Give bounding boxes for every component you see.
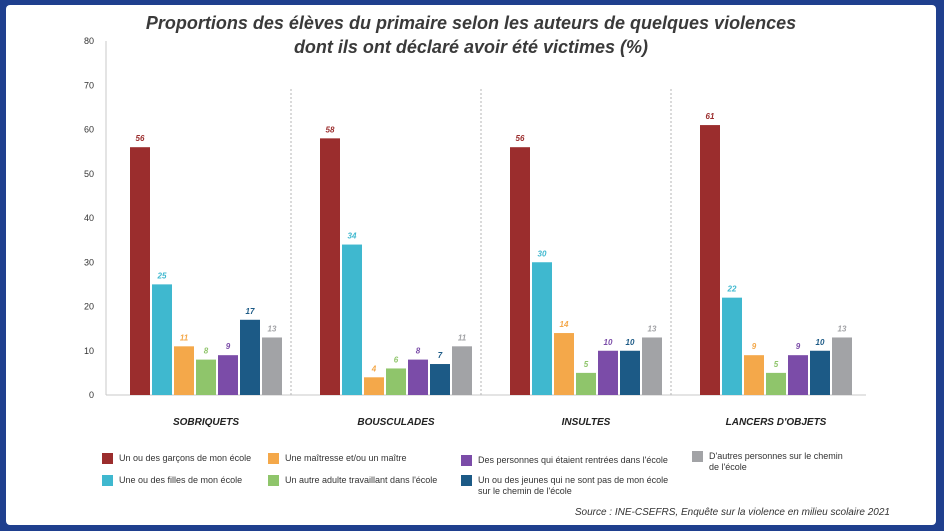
data-label: 10 bbox=[816, 338, 825, 347]
bar bbox=[364, 377, 384, 395]
data-label: 4 bbox=[371, 364, 377, 373]
bar bbox=[174, 346, 194, 395]
data-label: 11 bbox=[458, 333, 467, 342]
data-label: 25 bbox=[157, 271, 167, 280]
legend-label: Un ou des garçons de mon école bbox=[119, 453, 252, 463]
bar bbox=[576, 372, 596, 395]
data-label: 56 bbox=[516, 134, 525, 143]
legend-item: Un ou des garçons de mon école bbox=[102, 453, 262, 464]
chart-title-line-2: dont ils ont déclaré avoir été victimes … bbox=[293, 37, 649, 57]
legend-swatch bbox=[461, 475, 472, 486]
legend-item: Une ou des filles de mon école bbox=[102, 475, 262, 486]
category-label: BOUSCULADES bbox=[357, 417, 435, 428]
category-label: INSULTES bbox=[562, 417, 611, 428]
bar bbox=[430, 364, 450, 395]
legend-label: Un ou des jeunes qui ne sont pas de mon … bbox=[478, 475, 669, 496]
data-label: 9 bbox=[796, 342, 801, 351]
bar bbox=[218, 355, 238, 395]
data-label: 11 bbox=[180, 333, 189, 342]
data-label: 6 bbox=[394, 355, 399, 364]
bar bbox=[554, 333, 574, 395]
legend-item: Des personnes qui étaient rentrées dans … bbox=[461, 455, 676, 466]
bar bbox=[262, 337, 282, 395]
legend-swatch bbox=[102, 453, 113, 464]
bar bbox=[452, 346, 472, 395]
bar bbox=[642, 337, 662, 395]
bar bbox=[700, 125, 720, 395]
chart-frame: Proportions des élèves du primaire selon… bbox=[6, 5, 936, 525]
legend-swatch bbox=[461, 455, 472, 466]
y-tick-label: 80 bbox=[84, 36, 94, 46]
data-label: 9 bbox=[752, 342, 757, 351]
bar bbox=[130, 147, 150, 395]
legend-swatch bbox=[268, 475, 279, 486]
bar bbox=[532, 262, 552, 395]
legend-label: Une maîtresse et/ou un maître bbox=[285, 453, 407, 463]
legend-item: Une maîtresse et/ou un maître bbox=[268, 453, 438, 464]
data-label: 8 bbox=[204, 347, 209, 356]
data-label: 10 bbox=[604, 338, 613, 347]
legend-item: Un ou des jeunes qui ne sont pas de mon … bbox=[461, 475, 676, 497]
y-tick-label: 60 bbox=[84, 125, 94, 135]
bar bbox=[722, 297, 742, 395]
bar bbox=[320, 138, 340, 395]
data-label: 13 bbox=[838, 324, 847, 333]
legend-item: D'autres personnes sur le chemin de l'éc… bbox=[692, 451, 852, 473]
chart-title-line-1: Proportions des élèves du primaire selon… bbox=[145, 13, 797, 33]
bar bbox=[788, 355, 808, 395]
data-label: 61 bbox=[706, 112, 715, 121]
bar bbox=[810, 350, 830, 395]
data-label: 34 bbox=[348, 232, 357, 241]
data-label: 22 bbox=[727, 285, 737, 294]
category-label: SOBRIQUETS bbox=[173, 417, 239, 428]
legend-label: Une ou des filles de mon école bbox=[119, 475, 243, 485]
data-label: 13 bbox=[648, 324, 657, 333]
bar bbox=[766, 372, 786, 395]
y-tick-label: 40 bbox=[84, 213, 94, 223]
bar bbox=[196, 359, 216, 395]
y-tick-label: 0 bbox=[89, 390, 94, 400]
y-tick-label: 10 bbox=[84, 346, 94, 356]
data-label: 8 bbox=[416, 347, 421, 356]
y-tick-label: 30 bbox=[84, 257, 94, 267]
legend-label: D'autres personnes sur le chemin de l'éc… bbox=[709, 451, 843, 472]
source-note: Source : INE-CSEFRS, Enquête sur la viol… bbox=[574, 507, 890, 518]
legend-swatch bbox=[268, 453, 279, 464]
legend-label: Un autre adulte travaillant dans l'école bbox=[285, 475, 438, 485]
data-label: 17 bbox=[246, 307, 255, 316]
bar bbox=[620, 350, 640, 395]
bar bbox=[598, 350, 618, 395]
data-label: 5 bbox=[584, 360, 589, 369]
y-tick-label: 20 bbox=[84, 302, 94, 312]
bar bbox=[510, 147, 530, 395]
legend-item: Un autre adulte travaillant dans l'école bbox=[268, 475, 458, 486]
data-label: 9 bbox=[226, 342, 231, 351]
data-label: 58 bbox=[326, 125, 335, 134]
data-label: 14 bbox=[560, 320, 569, 329]
data-label: 10 bbox=[626, 338, 635, 347]
bar bbox=[408, 359, 428, 395]
data-label: 30 bbox=[538, 249, 547, 258]
bar bbox=[744, 355, 764, 395]
y-tick-label: 70 bbox=[84, 80, 94, 90]
legend-swatch bbox=[102, 475, 113, 486]
bar bbox=[152, 284, 172, 395]
bar bbox=[240, 319, 260, 395]
data-label: 13 bbox=[268, 324, 277, 333]
bar bbox=[832, 337, 852, 395]
legend-label: Des personnes qui étaient rentrées dans … bbox=[478, 455, 668, 465]
data-label: 5 bbox=[774, 360, 779, 369]
bar bbox=[386, 368, 406, 395]
bar bbox=[342, 244, 362, 395]
data-label: 7 bbox=[438, 351, 443, 360]
y-tick-label: 50 bbox=[84, 169, 94, 179]
category-label: LANCERS D'OBJETS bbox=[726, 417, 827, 428]
data-label: 56 bbox=[136, 134, 145, 143]
legend-swatch bbox=[692, 451, 703, 462]
